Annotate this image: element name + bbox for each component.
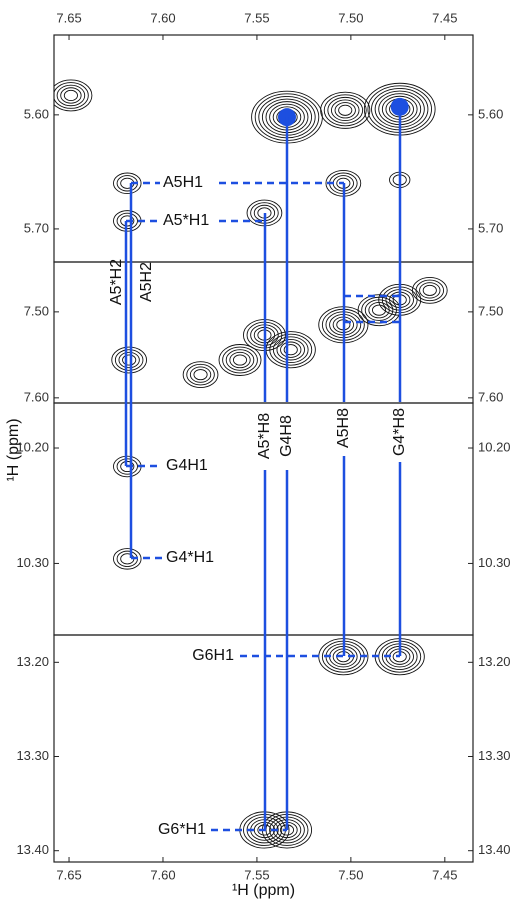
y-tick-label: 10.30 (16, 555, 49, 570)
peak-assignment: A5*H8 (256, 413, 273, 459)
contour-ring (339, 105, 352, 115)
y-tick-label: 7.60 (24, 389, 49, 404)
panel-frame (54, 635, 473, 862)
peak-assignment: A5*H1 (163, 212, 209, 229)
contour-ring (64, 90, 77, 100)
y-tick-label: 13.20 (478, 654, 511, 669)
y-tick-label: 10.20 (478, 439, 511, 454)
y-tick-label: 5.60 (24, 106, 49, 121)
y-tick-label: 13.20 (16, 654, 49, 669)
y-tick-label: 7.60 (478, 389, 503, 404)
contour-ring (423, 285, 436, 295)
y-tick-label: 13.30 (16, 748, 49, 763)
contour-ring (277, 339, 305, 360)
y-tick-label: 10.30 (478, 555, 511, 570)
peak-assignment: G4H8 (278, 415, 295, 457)
contour-ring (50, 80, 92, 111)
peak-assignment: A5H1 (163, 174, 203, 191)
peak-assignment: G4*H8 (391, 408, 408, 456)
x-tick-label: 7.50 (338, 867, 363, 882)
peak-assignment: G6*H1 (158, 821, 206, 838)
x-tick-label: 7.45 (432, 867, 457, 882)
contour-ring (331, 100, 359, 121)
contour-ring (187, 364, 215, 385)
x-tick-label: 7.60 (150, 867, 175, 882)
y-tick-label: 10.20 (16, 439, 49, 454)
contour-ring (273, 337, 308, 363)
contour-ring (412, 277, 447, 303)
peak-assignment: G4H1 (166, 457, 208, 474)
contour-ring (324, 95, 366, 126)
y-tick-label: 7.50 (24, 303, 49, 318)
y-tick-label: 13.40 (16, 842, 49, 857)
x-tick-label: 7.55 (244, 867, 269, 882)
contour-ring (416, 280, 444, 301)
y-tick-label: 5.60 (478, 106, 503, 121)
chart: 5.60 5.60 5.70 5.70 7.65 7.60 7.55 7.50 7.45 ¹H (… (0, 0, 521, 902)
x-tick-label: 7.65 (56, 867, 81, 882)
x-tick-label: 7.65 (56, 10, 81, 25)
contour-ring (233, 355, 246, 365)
contour-ring (115, 350, 143, 371)
x-tick-label: 7.45 (432, 10, 457, 25)
contour-ring (270, 334, 312, 365)
contour-ring (226, 350, 254, 371)
contour-ring (223, 347, 258, 373)
x-tick-label: 7.55 (244, 10, 269, 25)
peak-assignment: A5*H2 (108, 259, 125, 305)
y-tick-label: 13.30 (478, 748, 511, 763)
x-axis-label: ¹H (ppm) (232, 882, 295, 899)
peak-assignment: A5H2 (138, 262, 155, 302)
x-tick-label: 7.60 (150, 10, 175, 25)
peak-assignment: G4*H1 (166, 549, 214, 566)
y-tick-label: 5.70 (478, 220, 503, 235)
y-tick-label: 5.70 (24, 220, 49, 235)
contour-ring (57, 85, 85, 106)
contour-ring (194, 370, 207, 380)
peak-assignment: A5H8 (335, 408, 352, 448)
contour-ring (328, 97, 363, 123)
contour-ring (123, 355, 136, 365)
contour-ring (183, 362, 218, 388)
contour-ring (112, 347, 147, 373)
y-tick-label: 7.50 (478, 303, 503, 318)
x-tick-label: 7.50 (338, 10, 363, 25)
contour-ring (54, 83, 89, 109)
peak-assignment: G6H1 (192, 647, 234, 664)
y-tick-label: 13.40 (478, 842, 511, 857)
